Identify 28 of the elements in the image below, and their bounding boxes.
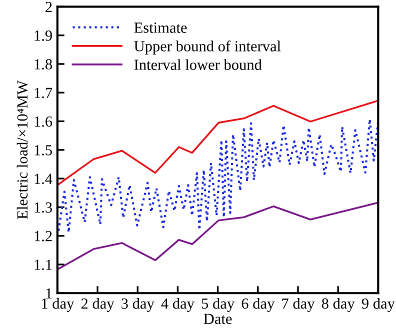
x-tick-label: 5 day: [202, 298, 234, 312]
y-tick-label: 1.1: [34, 260, 52, 270]
legend-label: Upper bound of interval: [134, 40, 281, 55]
legend-label: Interval lower bound: [134, 59, 262, 70]
y-tick-label: 1.8: [34, 59, 52, 70]
x-tick-label: 2 day: [81, 298, 114, 312]
line-series: [58, 100, 378, 186]
y-tick-label: 2: [46, 2, 52, 12]
y-axis-title: Electric load/×10⁴MW: [16, 80, 28, 220]
x-tick-label: 8 day: [322, 298, 355, 312]
x-tick-label: 6 day: [242, 298, 275, 312]
x-tick-label: 4 day: [161, 298, 194, 312]
x-tick-label: 9 day: [362, 298, 395, 312]
y-tick-label: 1.2: [34, 231, 52, 242]
legend-label: Estimate: [134, 22, 187, 33]
x-tick-label: 1 day: [42, 298, 74, 312]
y-tick-label: 1.7: [34, 88, 52, 98]
y-tick-label: 1.9: [34, 30, 52, 41]
y-tick-label: 1.3: [34, 202, 52, 213]
y-tick-label: 1.6: [34, 116, 52, 127]
line-series: [58, 118, 378, 234]
line-series: [58, 202, 378, 270]
y-tick-label: 1: [46, 288, 52, 298]
x-axis-title: Date: [204, 314, 232, 324]
y-tick-label: 1.4: [34, 174, 52, 184]
x-tick-label: 7 day: [282, 298, 315, 312]
y-tick-label: 1.5: [34, 145, 52, 156]
x-tick-label: 3 day: [122, 298, 154, 312]
